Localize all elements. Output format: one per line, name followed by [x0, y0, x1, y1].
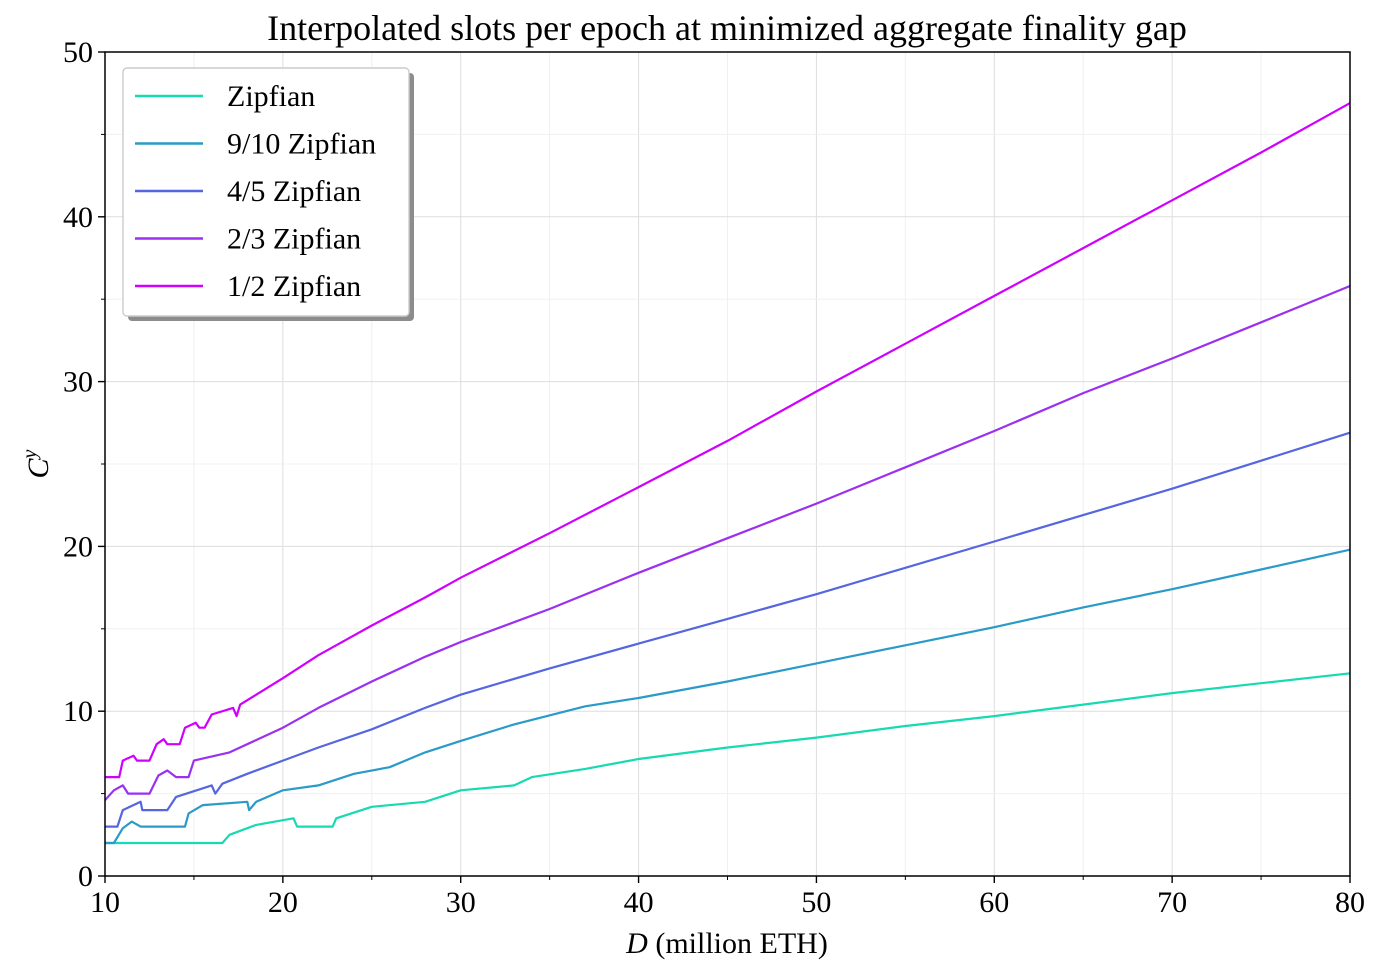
x-tick-label: 70 [1157, 886, 1187, 919]
x-tick-label: 60 [979, 886, 1009, 919]
y-tick-label: 20 [63, 530, 93, 563]
y-tick-label: 50 [63, 36, 93, 69]
y-tick-label: 40 [63, 201, 93, 234]
y-axis-label-base: C [22, 457, 55, 478]
series-line [105, 102, 1351, 779]
x-tick-label: 40 [624, 886, 654, 919]
x-tick-label: 50 [801, 886, 831, 919]
legend-frame [122, 67, 410, 317]
x-tick-label: 80 [1335, 886, 1365, 919]
x-axis-label: D (million ETH) [625, 927, 828, 960]
series-line [105, 548, 1351, 845]
legend: Zipfian 9/10 Zipfian 4/5 Zipfian 2/3 Zipfia… [122, 67, 414, 321]
y-axis-label: Cy [19, 449, 55, 478]
x-tick-label: 30 [446, 886, 476, 919]
legend-label: 2/3 Zipfian [227, 223, 361, 256]
legend-label: Zipfian [227, 80, 315, 113]
grid-lines [104, 51, 1351, 877]
y-tick-label: 10 [63, 695, 93, 728]
legend-label: 9/10 Zipfian [227, 128, 376, 161]
chart-title: Interpolated slots per epoch at minimize… [267, 8, 1187, 48]
series-lines [104, 102, 1351, 845]
x-tick-label: 10 [90, 886, 120, 919]
legend-label: 4/5 Zipfian [227, 175, 361, 208]
legend-label: 1/2 Zipfian [227, 270, 361, 303]
y-axis-label-superscript: y [19, 449, 41, 460]
series-line [104, 284, 1351, 801]
series-line [105, 431, 1351, 828]
x-axis-label-variable: D [625, 927, 648, 960]
y-tick-label: 0 [78, 860, 93, 893]
y-tick-label: 30 [63, 366, 93, 399]
x-axis-label-unit: (million ETH) [648, 927, 828, 960]
series-line [105, 672, 1351, 845]
x-tick-label: 20 [268, 886, 298, 919]
